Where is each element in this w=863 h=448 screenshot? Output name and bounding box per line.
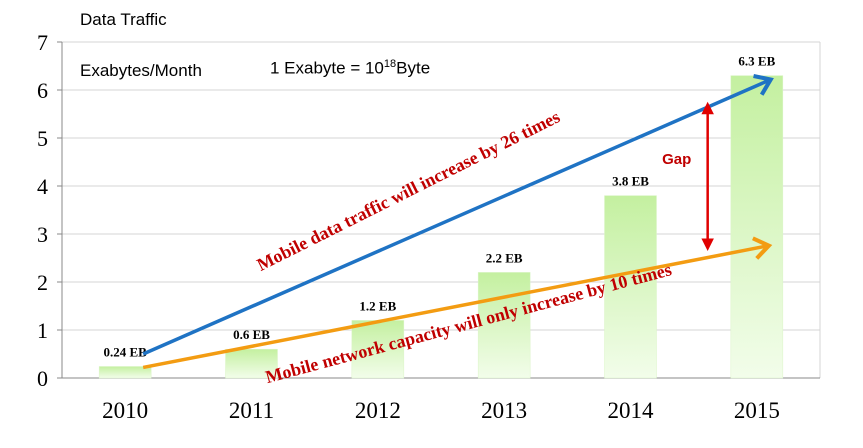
exabyte-definition: 1 Exabyte = 1018Byte	[270, 58, 430, 79]
y-tick-labels: 0 1 2 3 4 5 6 7	[37, 30, 48, 391]
y-tick-label: 4	[37, 174, 48, 199]
bar	[98, 366, 152, 379]
x-tick-label: 2014	[608, 398, 655, 423]
data-labels: 0.24 EB 0.6 EB 1.2 EB 2.2 EB 3.8 EB 6.3 EB	[103, 54, 775, 360]
traffic-growth-arrow	[142, 73, 774, 356]
data-label: 0.6 EB	[233, 327, 270, 342]
chart-title: Data Traffic	[80, 10, 167, 29]
bar	[477, 272, 531, 379]
definition-exponent: 18	[383, 58, 397, 70]
bar	[351, 320, 405, 379]
y-tick-label: 3	[37, 222, 48, 247]
bar	[604, 195, 657, 379]
x-tick-label: 2015	[734, 398, 780, 423]
x-tick-label: 2010	[102, 398, 148, 423]
bar	[225, 348, 278, 379]
gap-label: Gap	[662, 151, 691, 168]
bar	[730, 75, 784, 379]
y-axis-unit: Exabytes/Month	[80, 61, 202, 80]
definition-text: 1 Exabyte = 10	[270, 58, 384, 78]
definition-unit: Byte	[396, 58, 431, 78]
grid-lines	[62, 41, 820, 331]
x-tick-label: 2012	[355, 398, 401, 423]
y-tick-label: 6	[37, 78, 48, 103]
x-tick-label: 2011	[229, 398, 274, 423]
axes	[57, 41, 821, 379]
data-label: 1.2 EB	[359, 298, 396, 313]
y-tick-label: 2	[37, 270, 48, 295]
data-label: 3.8 EB	[612, 174, 649, 189]
x-tick-label: 2013	[481, 398, 527, 423]
bars	[98, 75, 784, 379]
capacity-growth-arrow	[142, 236, 773, 370]
data-label: 6.3 EB	[738, 54, 775, 69]
data-label: 2.2 EB	[486, 250, 523, 265]
y-tick-label: 1	[37, 318, 48, 343]
y-tick-label: 0	[37, 366, 48, 391]
data-label: 0.24 EB	[103, 344, 147, 359]
y-tick-label: 5	[37, 126, 48, 151]
y-tick-label: 7	[37, 30, 48, 55]
x-tick-labels: 2010 2011 2012 2013 2014 2015	[102, 398, 780, 423]
